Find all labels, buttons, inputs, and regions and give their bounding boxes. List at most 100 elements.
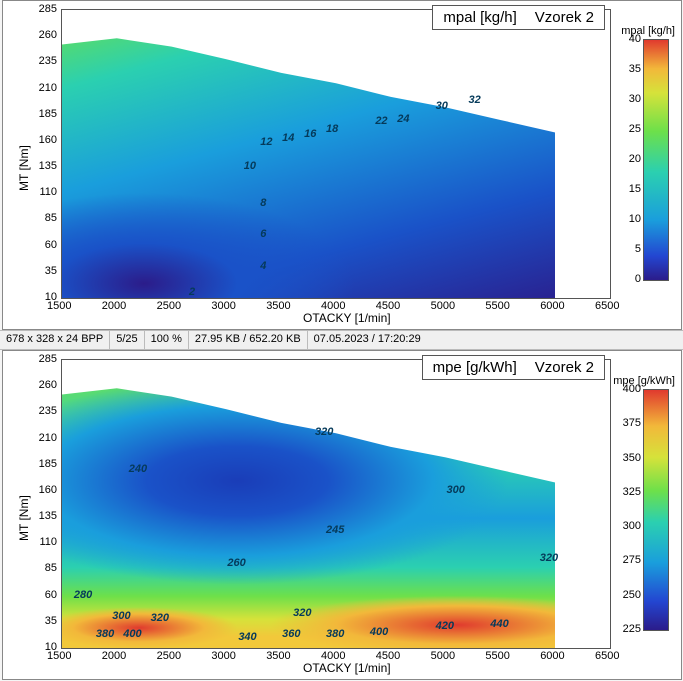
x-tick: 5500 [485, 300, 509, 312]
x-tick: 6500 [595, 650, 619, 662]
contour-label: 300 [447, 484, 465, 496]
colorbar-tick: 250 [623, 589, 641, 601]
colorbar-tick: 225 [623, 623, 641, 635]
x-tick: 3000 [211, 300, 235, 312]
y-tick: 285 [33, 3, 57, 15]
contour-label: 18 [326, 123, 338, 135]
chart-top-panel: mpal [kg/h] Vzorek 2 mpal [kg/h] 0510152… [2, 0, 682, 330]
chart-bottom-colorbar [643, 389, 669, 631]
chart-bottom-ylabel: MT [Nm] [17, 495, 31, 541]
contour-label: 400 [370, 626, 388, 638]
chart-bottom-plot: 2402452602803003203804003203003203203403… [61, 359, 611, 649]
chart-bottom-title-left: mpe [g/kWh] [433, 359, 517, 376]
x-tick: 5000 [431, 300, 455, 312]
status-dim: 678 x 328 x 24 BPP [0, 331, 110, 349]
contour-label: 380 [96, 628, 114, 640]
y-tick: 235 [33, 55, 57, 67]
x-tick: 5500 [485, 650, 509, 662]
right-mask [555, 10, 610, 298]
colorbar-tick: 375 [623, 417, 641, 429]
contour-label: 22 [375, 115, 387, 127]
contour-label: 24 [397, 113, 409, 125]
y-tick: 260 [33, 29, 57, 41]
x-tick: 5000 [431, 650, 455, 662]
contour-label: 32 [468, 94, 480, 106]
contour-label: 320 [540, 552, 558, 564]
x-tick: 2500 [157, 300, 181, 312]
y-tick: 10 [33, 641, 57, 653]
chart-top-title-box: mpal [kg/h] Vzorek 2 [432, 5, 605, 30]
colorbar-tick: 275 [623, 554, 641, 566]
y-tick: 110 [33, 186, 57, 198]
page-root: mpal [kg/h] Vzorek 2 mpal [kg/h] 0510152… [0, 0, 683, 681]
contour-label: 320 [315, 426, 333, 438]
contour-label: 4 [260, 260, 266, 272]
y-tick: 85 [33, 562, 57, 574]
y-tick: 135 [33, 510, 57, 522]
colorbar-tick: 40 [629, 33, 641, 45]
x-tick: 6500 [595, 300, 619, 312]
colorbar-tick: 35 [629, 63, 641, 75]
x-tick: 4500 [376, 300, 400, 312]
y-tick: 210 [33, 82, 57, 94]
x-tick: 6000 [540, 300, 564, 312]
x-tick: 3000 [211, 650, 235, 662]
colorbar-tick: 0 [635, 273, 641, 285]
status-date: 07.05.2023 / 17:20:29 [308, 331, 427, 349]
colorbar-tick: 25 [629, 123, 641, 135]
contour-label: 14 [282, 132, 294, 144]
contour-label: 420 [436, 620, 454, 632]
x-tick: 3500 [266, 650, 290, 662]
contour-label: 440 [490, 618, 508, 630]
contour-label: 16 [304, 128, 316, 140]
contour-label: 12 [260, 136, 272, 148]
y-tick: 185 [33, 108, 57, 120]
y-tick: 10 [33, 291, 57, 303]
colorbar-tick: 20 [629, 153, 641, 165]
colorbar-tick: 10 [629, 213, 641, 225]
contour-label: 400 [123, 628, 141, 640]
status-zoom: 100 % [145, 331, 189, 349]
y-tick: 110 [33, 536, 57, 548]
y-tick: 160 [33, 484, 57, 496]
chart-top-title-right: Vzorek 2 [535, 9, 594, 26]
x-tick: 4500 [376, 650, 400, 662]
chart-top-ylabel: MT [Nm] [17, 145, 31, 191]
contour-label: 320 [293, 607, 311, 619]
y-tick: 285 [33, 353, 57, 365]
contour-label: 340 [238, 631, 256, 643]
contour-label: 240 [129, 463, 147, 475]
chart-bottom-title-right: Vzorek 2 [535, 359, 594, 376]
boundary-mask [62, 10, 610, 298]
contour-label: 10 [244, 160, 256, 172]
colorbar-tick: 300 [623, 520, 641, 532]
contour-label: 360 [282, 628, 300, 640]
colorbar-tick: 350 [623, 452, 641, 464]
status-page: 5/25 [110, 331, 144, 349]
colorbar-tick: 325 [623, 486, 641, 498]
x-tick: 2500 [157, 650, 181, 662]
y-tick: 160 [33, 134, 57, 146]
chart-bottom-title-box: mpe [g/kWh] Vzorek 2 [422, 355, 605, 380]
y-tick: 60 [33, 589, 57, 601]
y-tick: 235 [33, 405, 57, 417]
contour-label: 280 [74, 589, 92, 601]
y-tick: 135 [33, 160, 57, 172]
contour-label: 300 [112, 610, 130, 622]
y-tick: 60 [33, 239, 57, 251]
x-tick: 2000 [102, 300, 126, 312]
right-mask [555, 360, 610, 648]
chart-top-title-left: mpal [kg/h] [443, 9, 516, 26]
status-bar: 678 x 328 x 24 BPP 5/25 100 % 27.95 KB /… [0, 330, 683, 350]
chart-bottom-xlabel: OTACKY [1/min] [303, 661, 391, 675]
chart-top-xlabel: OTACKY [1/min] [303, 311, 391, 325]
chart-top-colorbar [643, 39, 669, 281]
y-tick: 185 [33, 458, 57, 470]
x-tick: 2000 [102, 650, 126, 662]
contour-label: 6 [260, 228, 266, 240]
status-size: 27.95 KB / 652.20 KB [189, 331, 308, 349]
contour-label: 260 [227, 557, 245, 569]
colorbar-tick: 5 [635, 243, 641, 255]
y-tick: 35 [33, 615, 57, 627]
chart-top-plot: 2468101214161822243032 [61, 9, 611, 299]
